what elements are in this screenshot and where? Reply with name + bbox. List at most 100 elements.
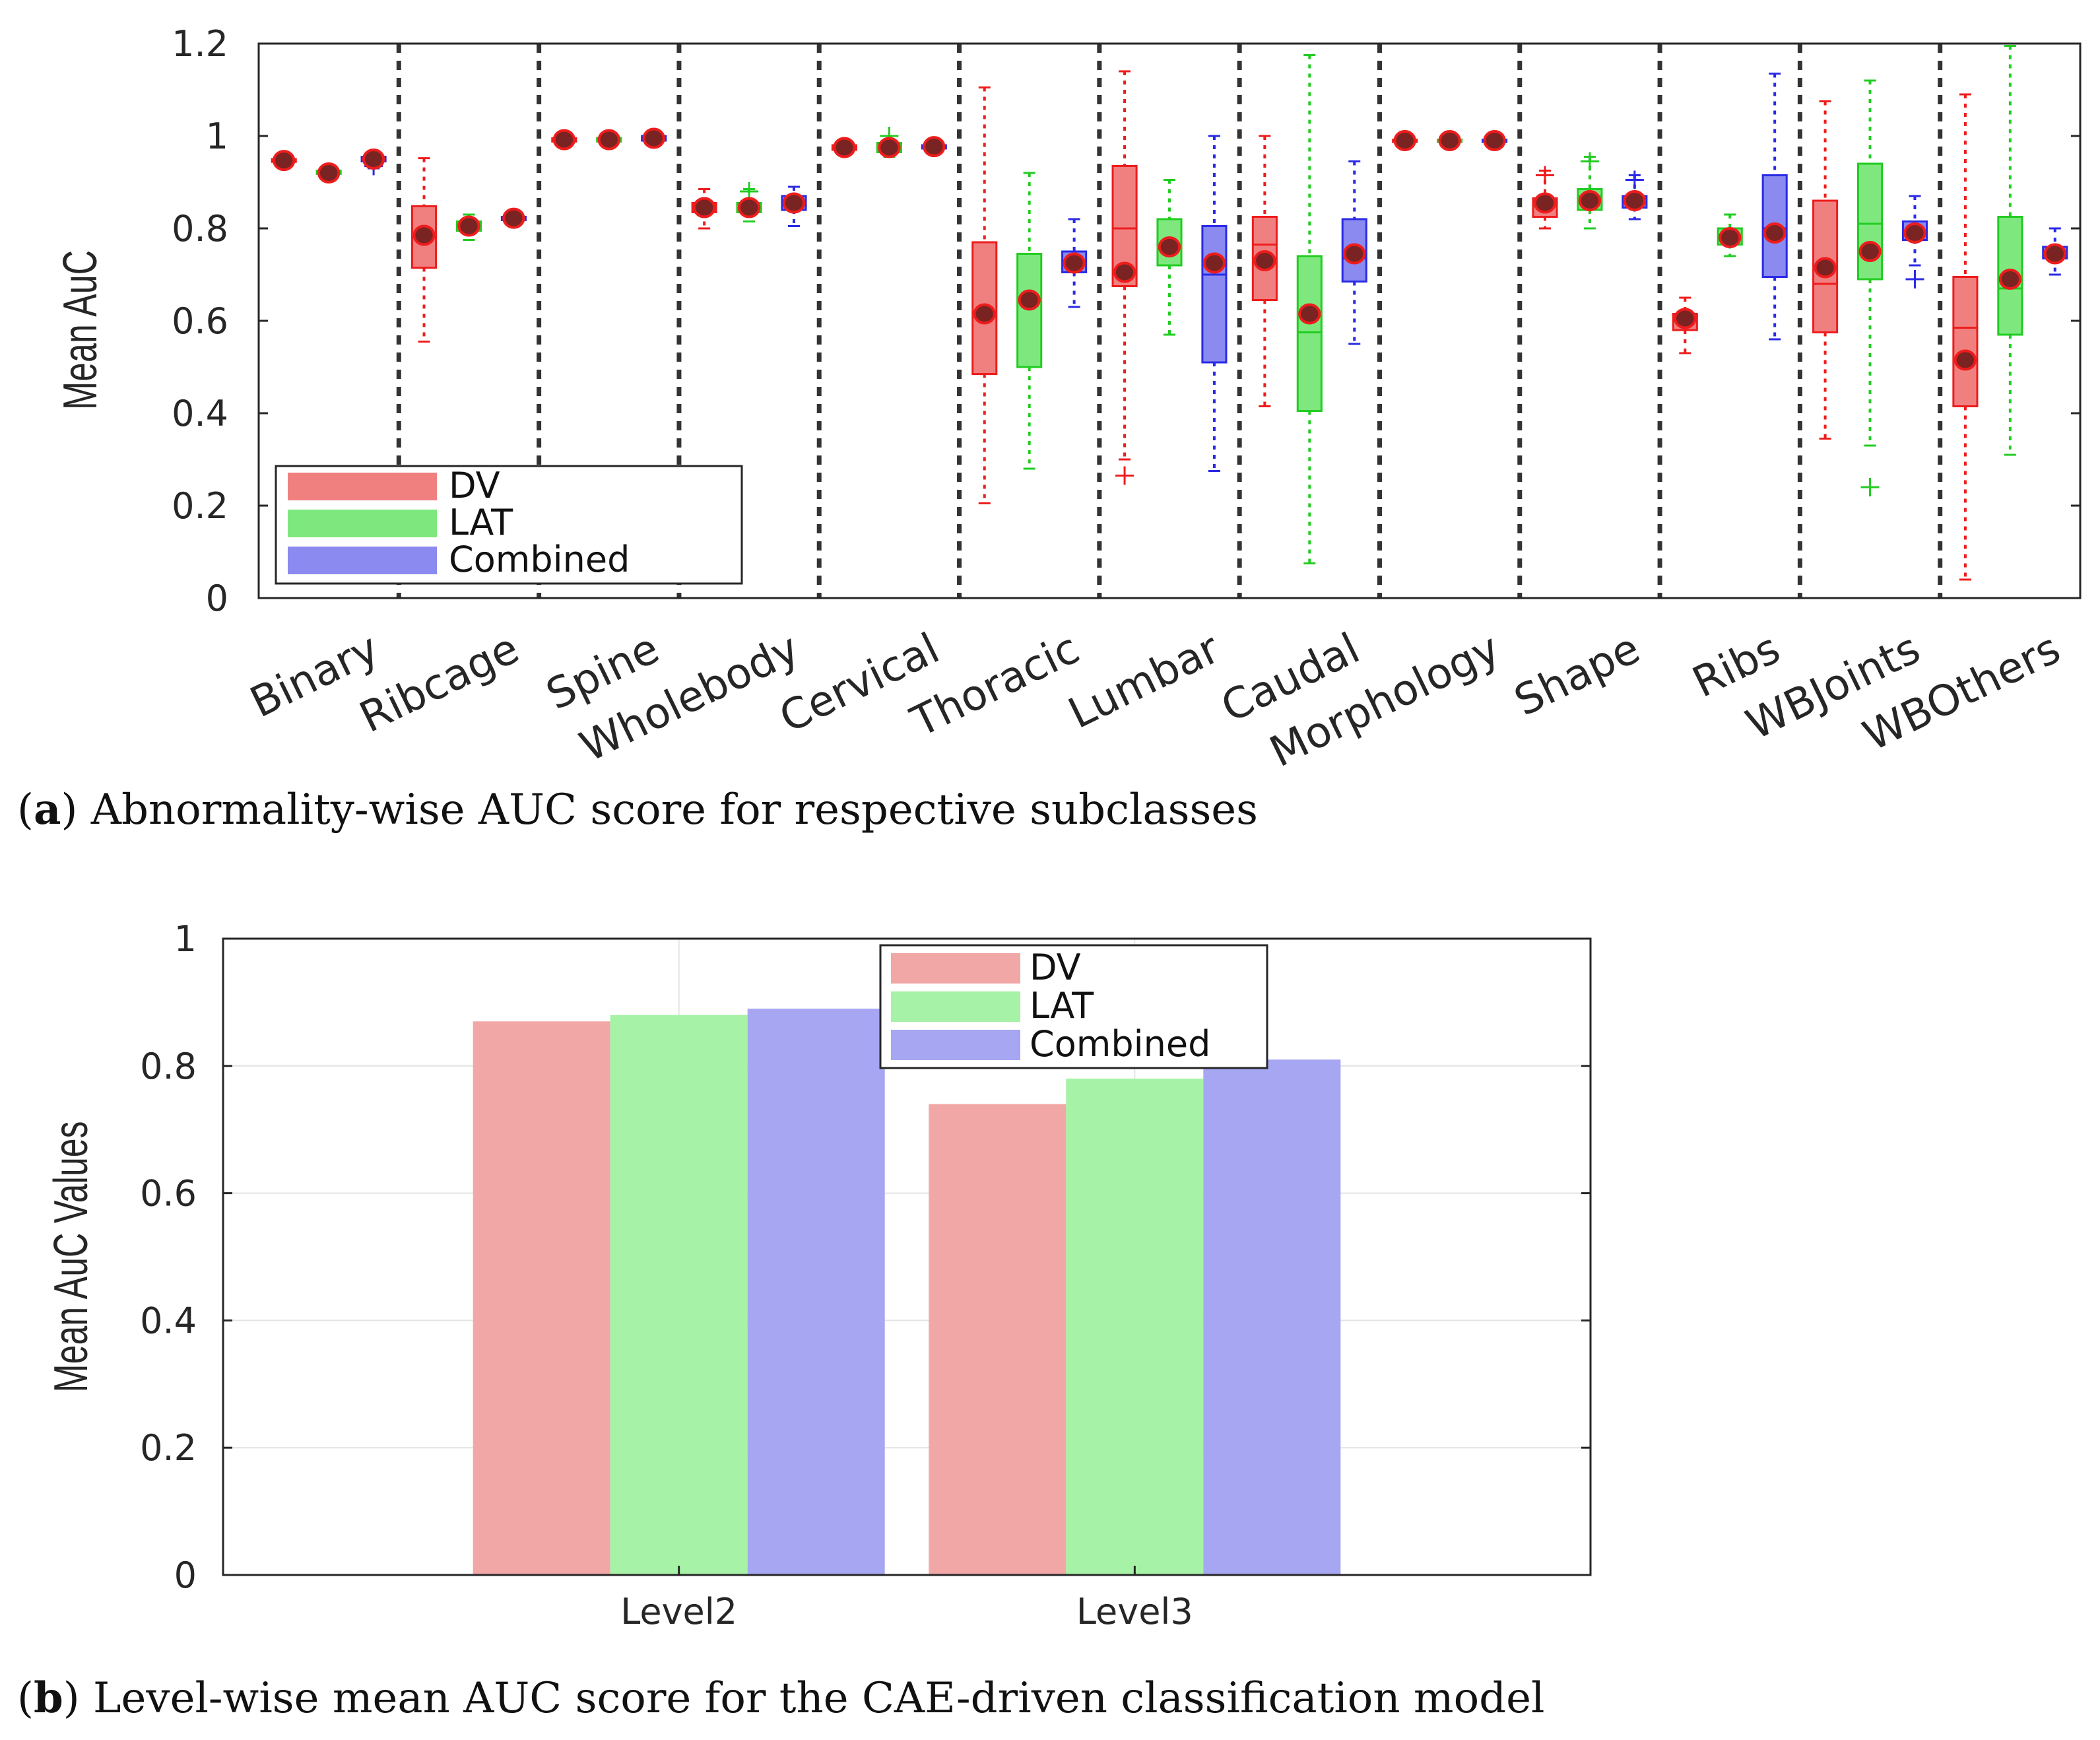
bar-dv-level3 bbox=[929, 1104, 1066, 1575]
y-tick-label: 1.2 bbox=[172, 23, 228, 65]
legend-label: DV bbox=[449, 465, 500, 506]
box-chart-separators bbox=[396, 44, 1943, 598]
box-iqr bbox=[1296, 255, 1323, 412]
box-combined-morphology bbox=[1482, 130, 1508, 151]
y-tick-label: 1 bbox=[206, 116, 228, 157]
mean-marker bbox=[833, 137, 856, 158]
legend-swatch-dv bbox=[288, 473, 437, 500]
box-dv-thoracic bbox=[971, 86, 998, 504]
y-tick-label: 0.8 bbox=[140, 1046, 197, 1087]
mean-marker bbox=[1253, 250, 1276, 271]
bar-chart: 0 0.2 0.4 0.6 0.8 1 Level2 Level3 Mean AuC Val… bbox=[17, 918, 1592, 1723]
y-tick-label: 0.6 bbox=[140, 1173, 197, 1215]
box-dv-lumbar bbox=[1111, 70, 1138, 485]
box-dv-binary bbox=[271, 150, 297, 172]
box-lat-lumbar bbox=[1156, 179, 1183, 336]
box-combined-thoracic bbox=[1061, 218, 1088, 308]
bar-chart-y-ticks: 0 0.2 0.4 0.6 0.8 1 bbox=[140, 918, 1591, 1596]
mean-marker bbox=[1998, 269, 2022, 290]
mean-marker bbox=[2043, 243, 2066, 265]
box-dv-shape bbox=[1532, 166, 1558, 230]
legend-label: Combined bbox=[1030, 1023, 1210, 1065]
bar-chart-caption: (b) Level-wise mean AUC score for the CA… bbox=[17, 1673, 1544, 1723]
box-chart-y-axis-label: Mean AuC bbox=[54, 250, 107, 410]
legend-label: Combined bbox=[449, 539, 630, 580]
mean-marker bbox=[1533, 192, 1557, 214]
mean-marker bbox=[502, 207, 525, 229]
box-dv-caudal bbox=[1251, 135, 1278, 407]
y-tick-label: 0.2 bbox=[172, 485, 228, 527]
mean-marker bbox=[317, 162, 341, 184]
box-combined-cervical bbox=[921, 136, 947, 158]
y-tick-label: 0.8 bbox=[172, 208, 228, 250]
legend-swatch-lat bbox=[288, 510, 437, 537]
y-tick-label: 0 bbox=[206, 578, 228, 619]
box-lat-shape bbox=[1577, 152, 1603, 230]
mean-marker bbox=[1113, 261, 1136, 283]
mean-marker bbox=[1343, 243, 1366, 265]
box-lat-wbothers bbox=[1997, 45, 2023, 456]
box-lat-morphology bbox=[1437, 130, 1463, 151]
box-combined-wbothers bbox=[2042, 227, 2068, 276]
box-chart-y-ticks: 0 0.2 0.4 0.6 0.8 1 1.2 bbox=[172, 23, 2080, 619]
box-combined-caudal bbox=[1341, 160, 1367, 345]
box-combined-binary bbox=[360, 149, 387, 176]
mean-marker bbox=[1298, 303, 1321, 325]
legend-swatch-dv bbox=[891, 953, 1020, 984]
mean-marker bbox=[973, 303, 996, 325]
bar-chart-marks bbox=[473, 1009, 1341, 1575]
mean-marker bbox=[878, 137, 901, 158]
box-iqr bbox=[1952, 276, 1979, 407]
y-tick-label: 0.2 bbox=[140, 1427, 197, 1469]
mean-marker bbox=[782, 192, 806, 214]
box-lat-caudal bbox=[1296, 54, 1323, 564]
box-lat-wbjoints bbox=[1856, 79, 1884, 496]
box-lat-wholebody bbox=[736, 182, 762, 222]
box-chart-caption: (a) Abnormality-wise AUC score for respe… bbox=[17, 785, 1258, 834]
legend-label: LAT bbox=[1030, 985, 1094, 1026]
legend-label: LAT bbox=[449, 502, 513, 543]
mean-marker bbox=[1623, 190, 1647, 211]
mean-marker bbox=[597, 129, 620, 151]
mean-marker bbox=[273, 150, 296, 172]
mean-marker bbox=[1063, 252, 1086, 274]
box-combined-ribs bbox=[1761, 73, 1788, 341]
box-lat-thoracic bbox=[1016, 172, 1043, 470]
mean-marker bbox=[1858, 241, 1882, 262]
bar-dv-level2 bbox=[473, 1021, 610, 1575]
legend-swatch-combined bbox=[288, 547, 437, 574]
y-tick-label: 0.4 bbox=[140, 1300, 197, 1341]
bar-chart-frame bbox=[222, 937, 1592, 1576]
mean-marker bbox=[642, 127, 665, 149]
mean-marker bbox=[1158, 236, 1181, 257]
box-lat-ribcage bbox=[455, 213, 482, 241]
legend-swatch-combined bbox=[891, 1030, 1020, 1060]
mean-marker bbox=[737, 197, 761, 218]
box-dv-wbothers bbox=[1952, 93, 1979, 581]
legend-label: DV bbox=[1030, 947, 1081, 988]
box-lat-ribs bbox=[1717, 213, 1743, 257]
box-lat-spine bbox=[596, 129, 622, 151]
y-tick-label: 0.4 bbox=[172, 393, 228, 434]
mean-marker bbox=[1202, 252, 1226, 274]
mean-marker bbox=[1814, 257, 1837, 279]
y-tick-label: 1 bbox=[174, 918, 197, 960]
mean-marker bbox=[1719, 227, 1742, 248]
box-combined-ribcage bbox=[500, 207, 527, 229]
box-dv-ribs bbox=[1672, 296, 1698, 354]
mean-marker bbox=[692, 197, 716, 218]
box-combined-spine bbox=[641, 127, 667, 149]
bar-combined-level2 bbox=[747, 1009, 885, 1575]
mean-marker bbox=[1953, 349, 1977, 371]
mean-marker bbox=[362, 149, 385, 170]
bar-chart-y-axis-label: Mean AuC Values bbox=[45, 1121, 98, 1392]
mean-marker bbox=[923, 136, 946, 158]
mean-marker bbox=[1903, 222, 1926, 244]
box-combined-lumbar bbox=[1201, 135, 1228, 472]
mean-marker bbox=[1763, 222, 1787, 244]
box-dv-morphology bbox=[1392, 130, 1418, 151]
mean-marker bbox=[552, 129, 575, 151]
